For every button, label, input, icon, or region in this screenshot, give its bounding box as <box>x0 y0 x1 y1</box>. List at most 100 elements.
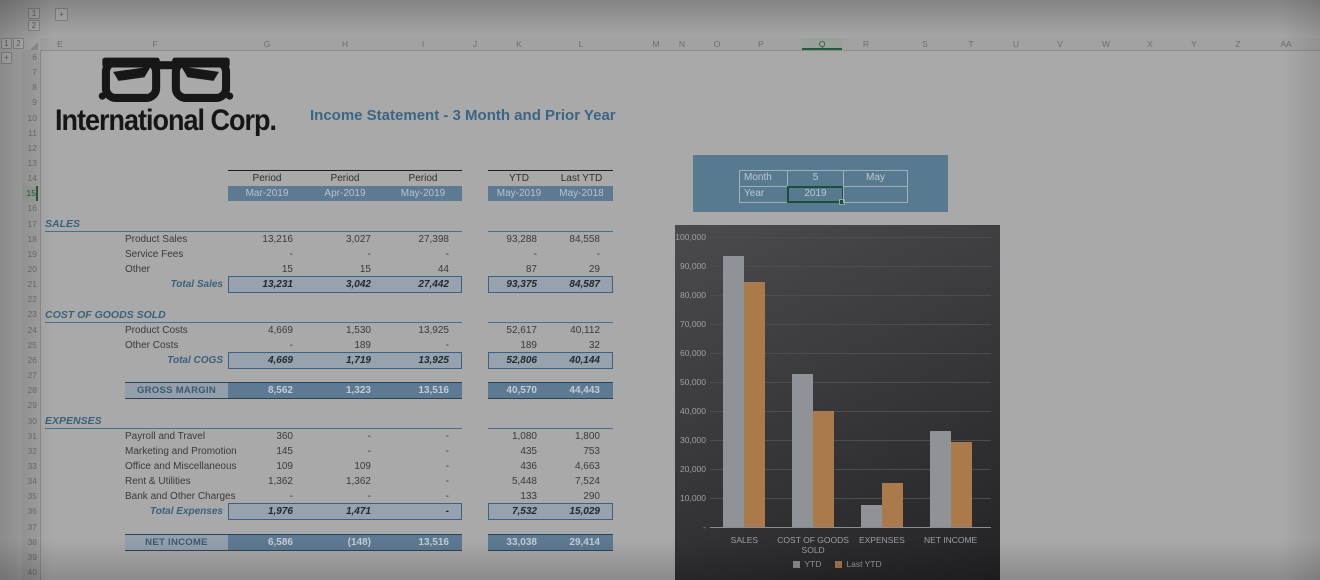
cell[interactable]: 189 <box>354 340 371 351</box>
row-label[interactable]: Service Fees <box>125 249 184 260</box>
column-headers[interactable]: E F G H I J K L M N O P Q R S T U V W X Y Z AA <box>40 38 1320 51</box>
total-cell[interactable]: 1,719 <box>345 355 371 366</box>
row-expand-button[interactable]: + <box>1 52 12 64</box>
cell[interactable]: 290 <box>583 491 600 502</box>
band-label[interactable]: NET INCOME <box>125 534 228 551</box>
col-header-period-3[interactable]: Period <box>408 173 438 184</box>
section-title[interactable]: SALES <box>45 218 81 230</box>
row-header-33[interactable]: 33 <box>27 460 37 471</box>
column-expand-button[interactable]: + <box>55 8 68 21</box>
period-ytd-month[interactable]: May-2019 <box>496 188 542 199</box>
row-label[interactable]: Payroll and Travel <box>125 431 206 442</box>
cell[interactable]: 189 <box>520 340 537 351</box>
cell[interactable]: 84,558 <box>569 234 600 245</box>
row-headers[interactable]: 6 7 8 9 10 11 12 13 14 15 16 17 18 19 20 21 22 23 24 25 26 27… <box>22 50 41 580</box>
cell[interactable]: 29 <box>588 264 600 275</box>
year-label[interactable]: Year <box>739 186 788 203</box>
bar-ytd-expenses[interactable] <box>860 505 882 527</box>
cell[interactable]: - <box>596 249 600 260</box>
column-header-AA[interactable]: AA <box>1280 39 1292 49</box>
row-header-37[interactable]: 37 <box>27 521 37 532</box>
column-header-V[interactable]: V <box>1057 39 1063 49</box>
row-header-17[interactable]: 17 <box>27 218 37 229</box>
period-last-ytd-month[interactable]: May-2018 <box>559 188 604 199</box>
year-value-cell-selected[interactable]: 2019 <box>787 186 844 203</box>
total-label[interactable]: Total COGS <box>167 355 223 366</box>
row-header-29[interactable]: 29 <box>27 400 37 411</box>
cell[interactable]: 1,080 <box>511 431 537 442</box>
cell[interactable]: - <box>367 491 371 502</box>
total-cell[interactable]: 4,669 <box>267 355 293 366</box>
legend-item-last-ytd[interactable]: Last YTD <box>835 559 882 569</box>
band-cell[interactable]: 29,414 <box>569 537 600 548</box>
row-header-10[interactable]: 10 <box>27 112 37 123</box>
column-header-O[interactable]: O <box>713 39 721 49</box>
cell[interactable]: 360 <box>276 431 293 442</box>
row-header-40[interactable]: 40 <box>27 566 37 577</box>
row-outline-level-1-button[interactable]: 1 <box>1 38 12 49</box>
row-header-24[interactable]: 24 <box>27 324 37 335</box>
cell[interactable]: - <box>445 446 449 457</box>
row-header-23[interactable]: 23 <box>27 309 37 320</box>
bar-last-ytd-net-income[interactable] <box>950 441 972 527</box>
column-header-U[interactable]: U <box>1012 39 1020 49</box>
cell[interactable]: 145 <box>276 446 293 457</box>
cell[interactable]: - <box>289 249 293 260</box>
total-cell[interactable]: 13,231 <box>262 279 293 290</box>
row-header-18[interactable]: 18 <box>27 233 37 244</box>
total-cell[interactable]: 1,976 <box>267 506 293 517</box>
cell[interactable]: 109 <box>354 461 371 472</box>
total-label[interactable]: Total Sales <box>170 279 223 290</box>
row-header-14[interactable]: 14 <box>27 173 37 184</box>
column-header-H[interactable]: H <box>341 39 349 49</box>
column-header-X[interactable]: X <box>1147 39 1153 49</box>
column-header-F[interactable]: F <box>152 39 158 49</box>
cell[interactable]: - <box>445 491 449 502</box>
cell[interactable]: 109 <box>276 461 293 472</box>
band-cell[interactable]: 44,443 <box>569 385 600 396</box>
cell[interactable]: - <box>445 431 449 442</box>
ytd-comparison-chart[interactable]: YTD Last YTD - 10,000 20,000 30,000 40,000 50,… <box>675 225 1000 580</box>
total-cell[interactable]: 84,587 <box>569 279 600 290</box>
band-cell[interactable]: 8,562 <box>267 385 293 396</box>
row-header-20[interactable]: 20 <box>27 264 37 275</box>
col-header-ytd[interactable]: YTD <box>509 173 529 184</box>
cell[interactable]: 133 <box>520 491 537 502</box>
cell[interactable]: - <box>445 476 449 487</box>
row-header-13[interactable]: 13 <box>27 158 37 169</box>
column-header-J[interactable]: J <box>472 39 478 49</box>
cell[interactable]: - <box>445 249 449 260</box>
band-cell[interactable]: 40,570 <box>506 385 537 396</box>
cell[interactable]: 4,663 <box>574 461 600 472</box>
cell[interactable]: 15 <box>359 264 371 275</box>
row-label[interactable]: Bank and Other Charges <box>125 491 236 502</box>
total-cell[interactable]: 13,925 <box>418 355 449 366</box>
cell[interactable]: - <box>445 340 449 351</box>
cell[interactable]: 32 <box>588 340 600 351</box>
column-header-E[interactable]: E <box>57 39 63 49</box>
row-outline-level-2-button[interactable]: 2 <box>13 38 24 49</box>
cell[interactable]: 93,288 <box>506 234 537 245</box>
column-header-T[interactable]: T <box>968 39 974 49</box>
row-header-6[interactable]: 6 <box>32 52 37 62</box>
column-header-S[interactable]: S <box>922 39 928 49</box>
cell[interactable]: 436 <box>520 461 537 472</box>
column-header-Y[interactable]: Y <box>1191 39 1197 49</box>
period-month-2[interactable]: Apr-2019 <box>324 188 366 199</box>
band-cell[interactable]: 33,038 <box>506 537 537 548</box>
row-header-21[interactable]: 21 <box>27 279 37 290</box>
cell[interactable]: 1,530 <box>345 325 371 336</box>
column-header-L[interactable]: L <box>578 39 584 49</box>
cell[interactable]: 1,362 <box>345 476 371 487</box>
row-label[interactable]: Other <box>125 264 151 275</box>
month-name-cell[interactable]: May <box>843 170 908 187</box>
total-cell[interactable]: 15,029 <box>569 506 600 517</box>
cell[interactable]: - <box>289 491 293 502</box>
column-outline-level-2-button[interactable]: 2 <box>28 20 40 31</box>
bar-last-ytd-sales[interactable] <box>744 281 766 527</box>
band-cell[interactable]: 13,516 <box>418 385 449 396</box>
column-outline-level-1-button[interactable]: 1 <box>28 8 40 19</box>
bar-ytd-cost-of-goods-sold[interactable] <box>792 373 814 527</box>
row-header-7[interactable]: 7 <box>32 67 37 78</box>
row-header-16[interactable]: 16 <box>27 203 37 214</box>
